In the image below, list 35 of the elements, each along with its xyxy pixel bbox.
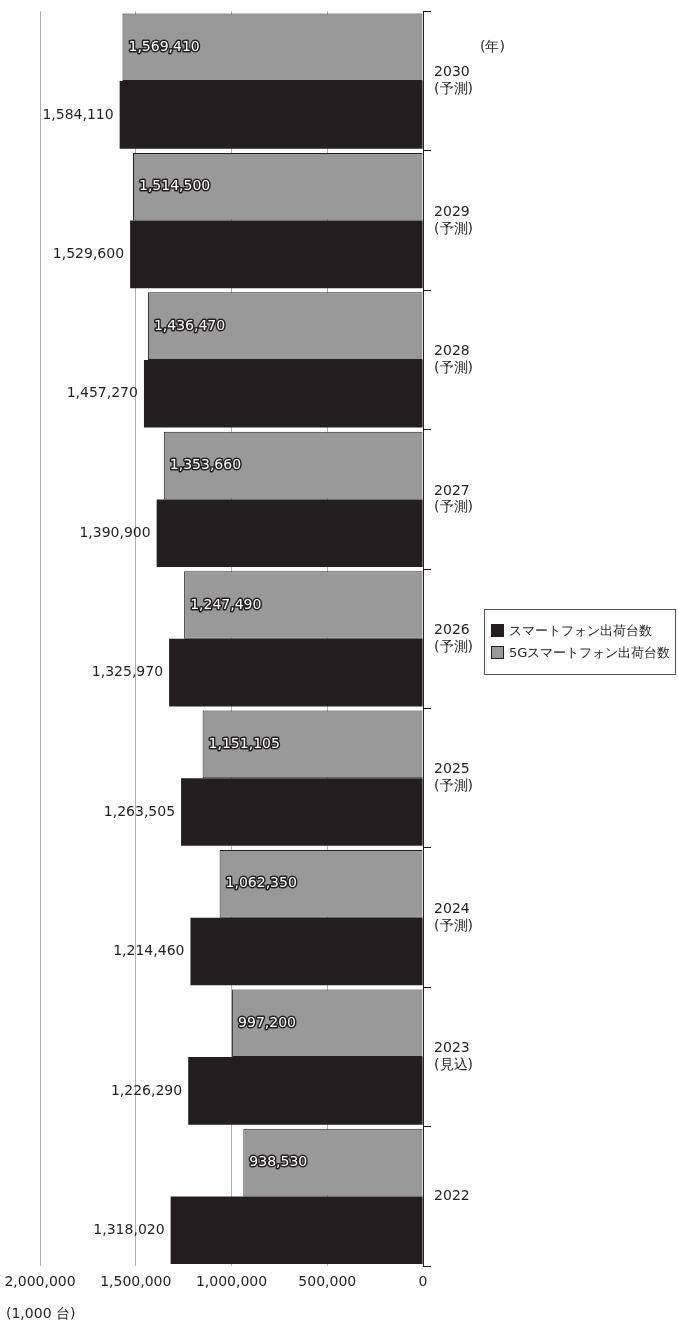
y-tick-label: 2026 (予測) [434, 621, 474, 654]
data-label: 1,226,290 [110, 1081, 183, 1098]
x-tick-label: 2,000,000 [4, 1273, 76, 1290]
y-tick-label: 2027 (予測) [434, 481, 474, 515]
x-tick-label: 0 [418, 1273, 428, 1290]
legend-label: 5Gスマートフォン出荷台数 [509, 643, 671, 662]
data-label: 1,584,110 [42, 105, 114, 122]
data-label: 997,200 [238, 1013, 296, 1030]
y-tick-label: 2029 (予測) [434, 202, 474, 236]
y-tick-label: 2022 [434, 1187, 470, 1204]
y-tick-label: 2024 (予測) [434, 899, 474, 933]
data-label: 1,263,505 [103, 802, 176, 819]
data-label: 1,247,490 [190, 595, 262, 612]
data-label: 1,436,470 [153, 316, 226, 333]
y-tick-label: 2025 (予測) [434, 760, 474, 794]
data-label: 1,390,900 [79, 523, 151, 540]
data-label: 1,514,500 [138, 177, 211, 194]
data-label: 1,318,020 [93, 1220, 165, 1237]
data-label: 1,062,350 [225, 874, 297, 891]
legend-label: スマートフォン出荷台数 [509, 621, 652, 640]
y-axis-title: (年) [480, 37, 505, 54]
data-label: 1,569,410 [128, 37, 200, 54]
data-label: 1,325,970 [91, 663, 164, 680]
data-label: 938,530 [249, 1153, 308, 1170]
data-label: 1,457,270 [66, 384, 138, 401]
y-tick-label: 2030 (予測) [434, 63, 474, 97]
data-label: 1,214,460 [113, 942, 185, 959]
x-tick-label: 500,000 [298, 1273, 357, 1290]
y-tick-label: 2023 (見込) [434, 1039, 474, 1073]
x-tick-label: 1,500,000 [100, 1273, 172, 1290]
data-label: 1,529,600 [52, 244, 125, 261]
y-tick-label: 2028 (予測) [434, 342, 474, 375]
x-tick-label: 1,000,000 [195, 1273, 268, 1290]
data-label: 1,151,105 [208, 735, 280, 752]
x-axis-title: (1,000 台) [6, 1304, 76, 1321]
